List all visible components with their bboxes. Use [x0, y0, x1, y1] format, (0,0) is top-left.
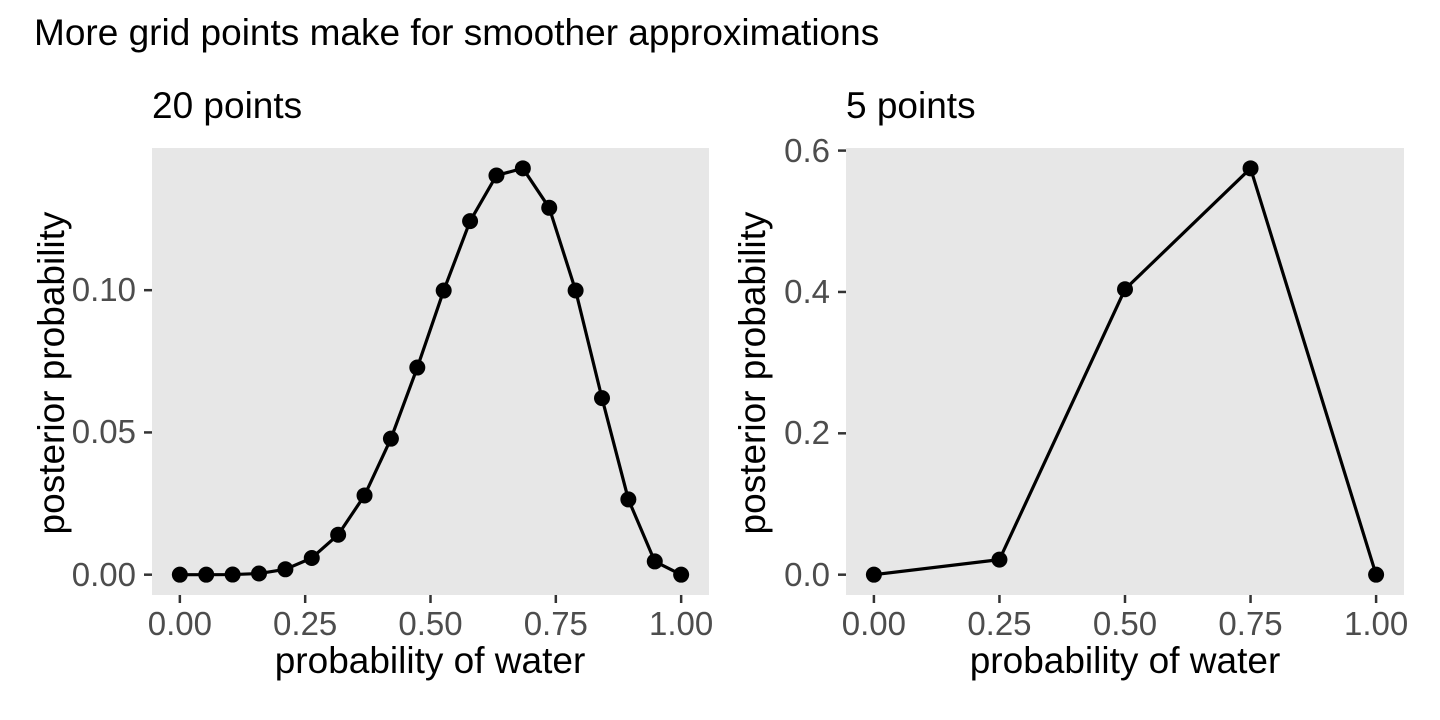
data-point-20-points [567, 282, 584, 299]
data-point-5-points [1368, 566, 1385, 583]
data-point-5-points [865, 566, 882, 583]
data-point-20-points [303, 549, 320, 566]
data-point-20-points [673, 566, 690, 583]
data-point-20-points [198, 566, 215, 583]
data-point-20-points [171, 566, 188, 583]
y-tick-label-5-points: 0.4 [784, 272, 830, 310]
x-tick-label-20-points: 0.25 [273, 605, 338, 642]
plot-panel-20-points [152, 148, 709, 595]
data-point-20-points [514, 160, 531, 177]
y-tick-label-5-points: 0.2 [784, 414, 830, 452]
x-tick-label-20-points: 0.50 [398, 605, 463, 642]
data-point-5-points [1242, 160, 1259, 177]
data-point-5-points [991, 551, 1008, 568]
data-point-20-points [620, 491, 637, 508]
y-axis-title-right: posterior probability [732, 211, 773, 535]
figure-title: More grid points make for smoother appro… [34, 12, 880, 53]
data-point-20-points [224, 566, 241, 583]
data-point-20-points [488, 167, 505, 184]
x-tick-label-5-points: 0.75 [1218, 605, 1283, 642]
y-tick-label-20-points: 0.05 [71, 413, 136, 451]
data-point-20-points [594, 390, 610, 407]
y-tick-label-5-points: 0.0 [784, 555, 830, 593]
x-tick-label-20-points: 1.00 [649, 605, 714, 642]
plot-panel-5-points [846, 148, 1404, 595]
y-tick-label-5-points: 0.6 [784, 131, 830, 169]
data-point-20-points [435, 282, 452, 299]
data-point-20-points [356, 487, 373, 504]
x-tick-label-5-points: 0.00 [841, 605, 906, 642]
data-point-20-points [462, 213, 479, 230]
x-tick-label-5-points: 0.50 [1092, 605, 1158, 642]
y-axis-title-left: posterior probability [31, 211, 72, 535]
x-axis-title-right: probability of water [969, 640, 1281, 681]
x-tick-label-20-points: 0.75 [523, 605, 588, 642]
data-point-20-points [541, 199, 558, 216]
x-tick-label-5-points: 1.00 [1343, 605, 1409, 642]
data-point-20-points [277, 561, 294, 578]
data-point-20-points [409, 359, 426, 376]
x-axis-title-left: probability of water [274, 640, 586, 681]
data-point-20-points [330, 526, 347, 543]
y-tick-label-20-points: 0.10 [71, 271, 136, 309]
panel-title-5-points: 5 points [846, 85, 976, 126]
data-point-20-points [646, 553, 663, 570]
x-tick-label-20-points: 0.00 [147, 605, 212, 642]
y-tick-label-20-points: 0.00 [71, 555, 136, 593]
x-tick-label-5-points: 0.25 [967, 605, 1032, 642]
panel-title-20-points: 20 points [152, 85, 303, 126]
data-point-20-points [382, 430, 399, 447]
data-point-20-points [251, 565, 267, 582]
data-point-5-points [1117, 281, 1133, 298]
